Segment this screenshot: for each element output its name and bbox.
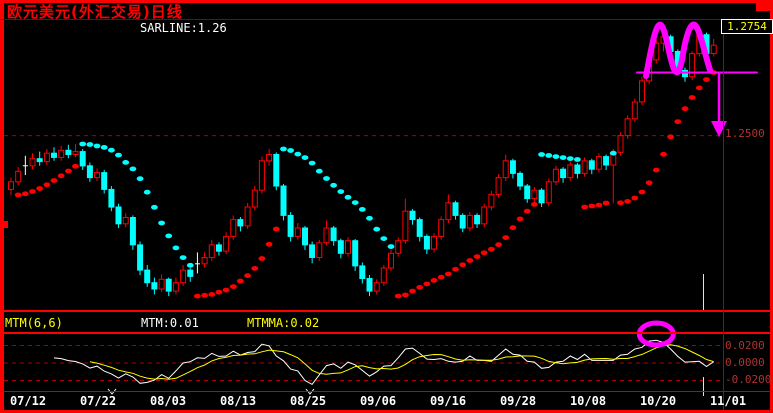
mtmma-line (89, 344, 714, 380)
plot-right-border (723, 20, 724, 410)
x-axis-label: 08/03 (149, 394, 187, 408)
window-border-bottom (0, 410, 773, 413)
price-gridlines (4, 135, 723, 381)
mtm-line (53, 339, 714, 386)
mtm-axis-label-low: -0.0200 (725, 373, 772, 386)
mtm-peak-circle (636, 320, 676, 348)
main-panel-divider (0, 310, 773, 312)
chart-title: 欧元美元(外汇交易)日线 (7, 3, 183, 21)
sar-dots (14, 70, 718, 299)
x-axis-label: 08/13 (219, 394, 257, 408)
window-border-right (770, 0, 773, 413)
x-axis-label: 09/16 (429, 394, 467, 408)
sarline-value: SARLINE:1.26 (140, 21, 227, 35)
x-axis-label: 10/08 (569, 394, 607, 408)
window-border-top (0, 0, 773, 3)
annotations (636, 21, 758, 348)
axis-markers (2, 221, 315, 395)
mtm-current-value: MTM:0.01 (141, 316, 199, 330)
mtm-axis-label-high: 0.0200 (725, 339, 765, 352)
title-divider (0, 19, 773, 20)
window-corner-button[interactable] (756, 1, 771, 11)
x-axis-label: 07/12 (9, 394, 47, 408)
x-axis-label: 09/06 (359, 394, 397, 408)
mtm-header-divider (0, 332, 773, 334)
mtm-axis-label-zero: 0.0000 (725, 356, 765, 369)
x-axis-label: 10/20 (639, 394, 677, 408)
high-price-label: 1.2754 (721, 19, 773, 34)
candles (8, 28, 717, 297)
x-axis-label: 11/01 (709, 394, 747, 408)
x-axis-label: 08/25 (289, 394, 327, 408)
x-axis-label: 09/28 (499, 394, 537, 408)
window-border-left (0, 0, 4, 413)
support-price-label: 1.2500 (725, 127, 765, 140)
mtm-indicator-name[interactable]: MTM(6,6) (5, 316, 63, 330)
mtmma-current-value: MTMMA:0.02 (247, 316, 320, 330)
x-axis-label: 07/22 (79, 394, 117, 408)
mtm-panel-divider (0, 391, 773, 392)
